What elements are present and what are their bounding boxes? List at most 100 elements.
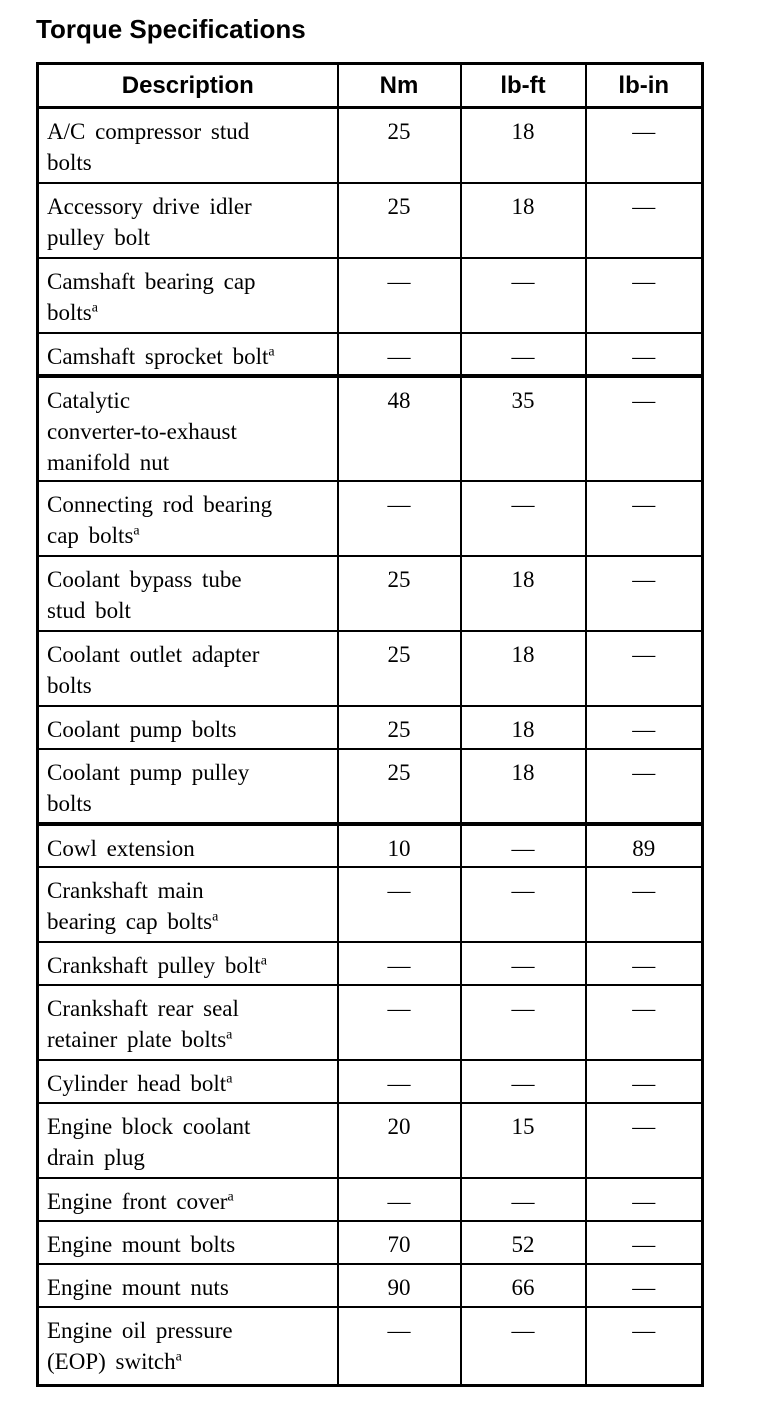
row-description: Catalytic converter-to-exhaust manifold … (47, 387, 237, 475)
lbft-value: — (459, 479, 587, 557)
nm-value: — (336, 479, 462, 557)
row-description: Crankshaft rear seal retainer plate bolt… (47, 995, 239, 1052)
table-row: A/C compressor stud bolts 25 18 — (36, 106, 704, 184)
footnote-marker: a (133, 522, 140, 538)
torque-specifications-table: Description Nm lb-ft lb-in A/C compresso… (36, 62, 704, 1387)
header-description: Description (36, 62, 339, 109)
lbin-value: — (584, 747, 704, 825)
description-cell: A/C compressor stud bolts (36, 106, 339, 184)
row-description: Coolant pump bolts (47, 716, 237, 742)
table-row: Cowl extension 10 — 89 (36, 821, 704, 868)
table-row: Camshaft bearing cap boltsa — — — (36, 256, 704, 334)
lbin-value: — (584, 256, 704, 334)
nm-value: 10 (336, 821, 462, 868)
page-title: Torque Specifications (36, 14, 306, 44)
lbft-value: — (459, 940, 587, 986)
table-row: Connecting rod bearing cap boltsa — — — (36, 479, 704, 557)
footnote-marker: a (227, 1188, 234, 1204)
lbft-value: — (459, 331, 587, 377)
row-description: Engine block coolant drain plug (47, 1113, 251, 1170)
nm-value: — (336, 1058, 462, 1104)
description-cell: Camshaft sprocket bolta (36, 331, 339, 377)
table-row: Crankshaft main bearing cap boltsa — — — (36, 865, 704, 943)
lbft-value: 18 (459, 747, 587, 825)
lbin-value: — (584, 373, 704, 482)
lbin-value: — (584, 1176, 704, 1222)
lbin-value: — (584, 983, 704, 1061)
nm-value: 48 (336, 373, 462, 482)
lbft-value: — (459, 256, 587, 334)
table-row: Engine block coolant drain plug 20 15 — (36, 1101, 704, 1179)
description-cell: Cylinder head bolta (36, 1058, 339, 1104)
description-cell: Engine mount nuts (36, 1262, 339, 1308)
row-description: Coolant bypass tube stud bolt (47, 566, 242, 623)
row-description: Engine oil pressure (EOP) switch (47, 1317, 233, 1374)
lbin-value: — (584, 940, 704, 986)
lbin-value: — (584, 181, 704, 259)
description-cell: Engine block coolant drain plug (36, 1101, 339, 1179)
table-row: Coolant pump bolts 25 18 — (36, 704, 704, 750)
description-cell: Engine front covera (36, 1176, 339, 1222)
footnote-marker: a (91, 299, 98, 315)
description-cell: Camshaft bearing cap boltsa (36, 256, 339, 334)
footnote-marker: a (226, 1026, 233, 1042)
row-description: A/C compressor stud bolts (47, 119, 250, 175)
lbin-value: 89 (584, 821, 704, 868)
header-lbft: lb-ft (459, 62, 587, 109)
description-cell: Coolant outlet adapter bolts (36, 629, 339, 707)
table-row: Catalytic converter-to-exhaust manifold … (36, 373, 704, 482)
nm-value: 25 (336, 629, 462, 707)
row-description: Engine mount bolts (47, 1231, 236, 1257)
lbft-value: — (459, 1176, 587, 1222)
description-cell: Coolant bypass tube stud bolt (36, 554, 339, 632)
lbin-value: — (584, 554, 704, 632)
description-cell: Crankshaft main bearing cap boltsa (36, 865, 339, 943)
description-cell: Catalytic converter-to-exhaust manifold … (36, 373, 339, 482)
lbft-value: — (459, 1305, 587, 1387)
lbft-value: 18 (459, 704, 587, 750)
description-cell: Crankshaft pulley bolta (36, 940, 339, 986)
lbin-value: — (584, 331, 704, 377)
nm-value: 25 (336, 106, 462, 184)
lbin-value: — (584, 1058, 704, 1104)
lbft-value: 18 (459, 106, 587, 184)
description-cell: Engine mount bolts (36, 1219, 339, 1265)
nm-value: — (336, 983, 462, 1061)
lbft-value: — (459, 821, 587, 868)
row-description: Coolant outlet adapter bolts (47, 641, 260, 698)
nm-value: 25 (336, 554, 462, 632)
description-cell: Coolant pump pulley bolts (36, 747, 339, 825)
lbft-value: 66 (459, 1262, 587, 1308)
lbft-value: 18 (459, 629, 587, 707)
table-row: Coolant pump pulley bolts 25 18 — (36, 747, 704, 825)
table-row: Cylinder head bolta — — — (36, 1058, 704, 1104)
table-row: Coolant bypass tube stud bolt 25 18 — (36, 554, 704, 632)
description-cell: Crankshaft rear seal retainer plate bolt… (36, 983, 339, 1061)
lbft-value: — (459, 865, 587, 943)
row-description: Camshaft bearing cap bolts (47, 268, 256, 325)
nm-value: 25 (336, 704, 462, 750)
lbft-value: — (459, 1058, 587, 1104)
row-description: Accessory drive idler pulley bolt (47, 193, 252, 250)
nm-value: — (336, 256, 462, 334)
description-cell: Accessory drive idler pulley bolt (36, 181, 339, 259)
table-row: Engine mount bolts 70 52 — (36, 1219, 704, 1265)
nm-value: — (336, 865, 462, 943)
lbin-value: — (584, 1305, 704, 1387)
lbft-value: — (459, 983, 587, 1061)
lbin-value: — (584, 704, 704, 750)
description-cell: Engine oil pressure (EOP) switcha (36, 1305, 339, 1387)
lbft-value: 18 (459, 554, 587, 632)
table-body: A/C compressor stud bolts 25 18 — Access… (36, 106, 704, 1387)
lbft-value: 35 (459, 373, 587, 482)
nm-value: — (336, 1305, 462, 1387)
header-nm: Nm (336, 62, 462, 109)
lbin-value: — (584, 865, 704, 943)
nm-value: 20 (336, 1101, 462, 1179)
lbft-value: 52 (459, 1219, 587, 1265)
lbft-value: 15 (459, 1101, 587, 1179)
footnote-marker: a (212, 908, 219, 924)
nm-value: — (336, 331, 462, 377)
header-row: Description Nm lb-ft lb-in (36, 62, 704, 109)
